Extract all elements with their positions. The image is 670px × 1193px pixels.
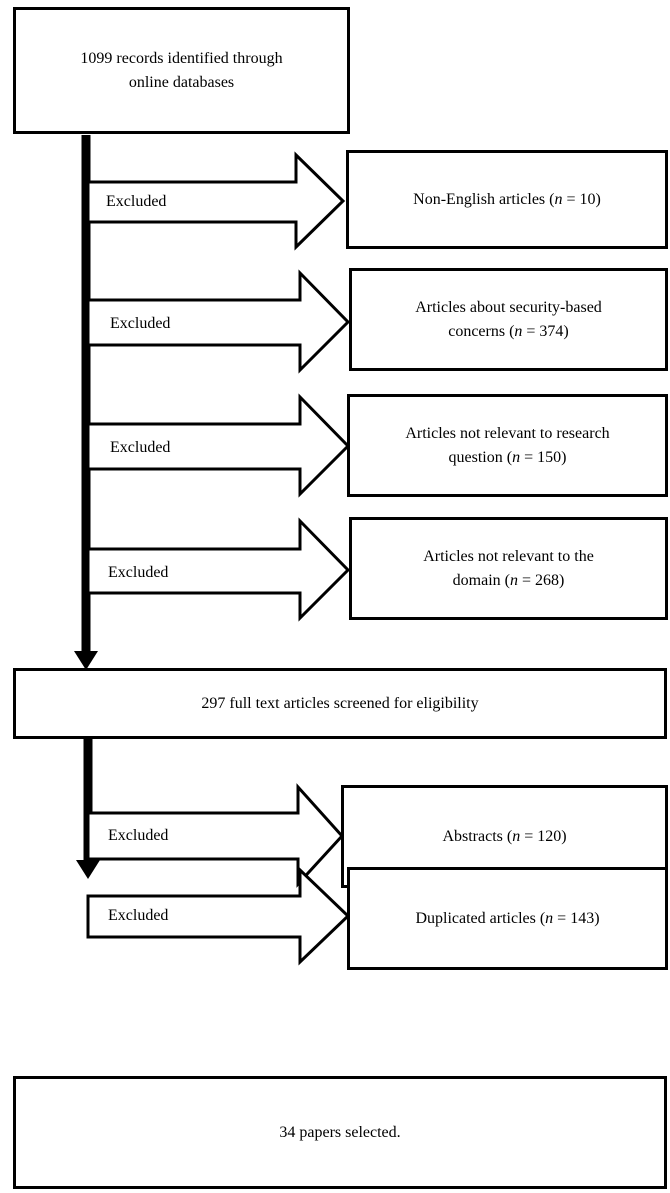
excluded-label-2: Excluded [110, 315, 171, 332]
excluded-label-5: Excluded [108, 827, 169, 844]
excluded-arrow-6 [86, 866, 351, 966]
excluded-label-3: Excluded [110, 439, 171, 456]
exclusion-text: Non-English articles (n = 10) [413, 190, 601, 208]
full-text-screened-text: 297 full text articles screened for elig… [201, 694, 479, 712]
exclusion-box-non-english: Non-English articles (n = 10) [346, 150, 668, 249]
full-text-screened-box: 297 full text articles screened for elig… [13, 668, 667, 739]
records-identified-line1: 1099 records identified through [80, 50, 283, 68]
excluded-label-4: Excluded [108, 564, 169, 581]
exclusion-text: Duplicated articles (n = 143) [415, 909, 600, 927]
exclusion-text-line2: concerns (n = 374) [448, 322, 569, 340]
papers-selected-text: 34 papers selected. [279, 1123, 401, 1141]
flow-arrowhead-top [74, 651, 98, 670]
excluded-label-6: Excluded [108, 907, 169, 924]
exclusion-text-line2: domain (n = 268) [452, 571, 565, 589]
exclusion-text-line1: Articles not relevant to research [405, 425, 610, 443]
exclusion-text-line2: question (n = 150) [448, 448, 567, 466]
exclusion-box-domain: Articles not relevant to the domain (n =… [349, 517, 668, 620]
flow-arrowhead-bottom [76, 860, 100, 879]
exclusion-box-security: Articles about security-based concerns (… [349, 268, 668, 371]
records-identified-line2: online databases [128, 73, 235, 91]
records-identified-box: 1099 records identified through online d… [13, 7, 350, 134]
exclusion-text-line1: Articles about security-based [415, 299, 602, 317]
exclusion-box-research-question: Articles not relevant to research questi… [347, 394, 668, 497]
exclusion-text-line1: Articles not relevant to the [423, 548, 594, 566]
excluded-arrow-4 [86, 517, 351, 622]
papers-selected-box: 34 papers selected. [13, 1076, 667, 1189]
excluded-arrow-1 [86, 151, 346, 251]
exclusion-box-duplicated: Duplicated articles (n = 143) [347, 867, 668, 970]
exclusion-text: Abstracts (n = 120) [442, 827, 567, 845]
excluded-label-1: Excluded [106, 193, 167, 210]
excluded-arrow-2 [86, 269, 351, 374]
excluded-arrow-3 [86, 393, 351, 498]
excluded-arrow-5b [86, 783, 345, 888]
